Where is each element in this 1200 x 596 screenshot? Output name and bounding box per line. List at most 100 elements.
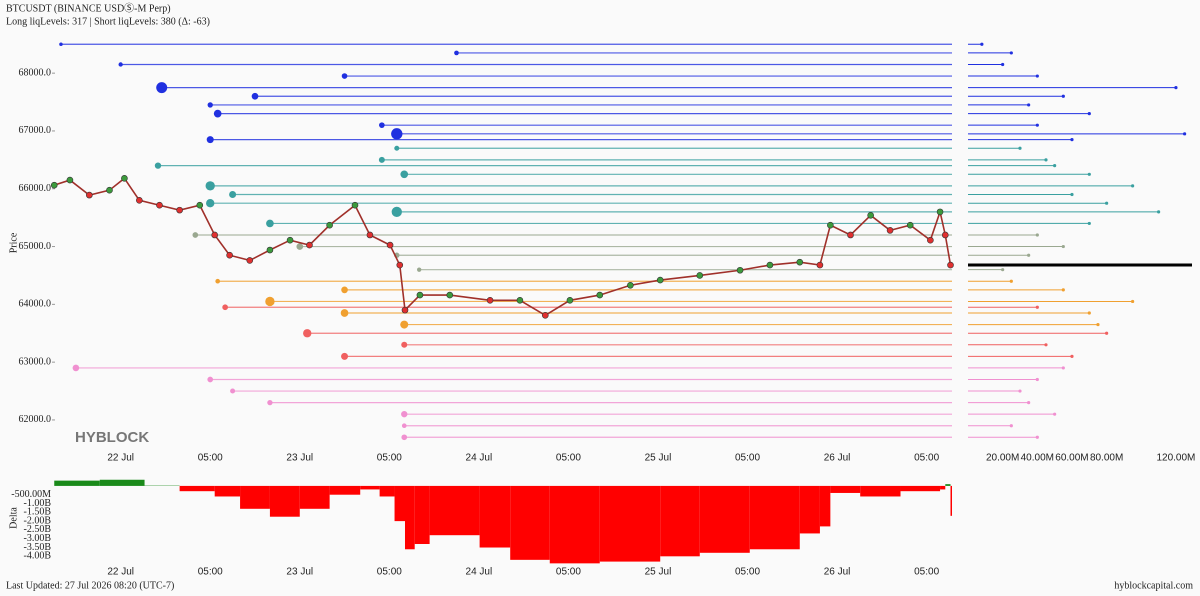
delta-y-tick-label: -500.00M — [11, 489, 51, 500]
delta-step — [414, 485, 430, 544]
price-point — [121, 175, 128, 182]
price-point — [306, 241, 313, 249]
delta-step — [749, 485, 800, 550]
delta-y-tick-label: -1.50B — [24, 507, 52, 518]
liq-level-dot — [401, 434, 408, 441]
liq-size-dot — [1183, 132, 1187, 136]
x2-tick-label: 80.00M — [1090, 453, 1123, 464]
delta-step — [940, 485, 946, 490]
liq-level-dot — [378, 156, 385, 163]
liq-size-dot — [1001, 268, 1005, 272]
x-tick-label: 23 Jul — [286, 453, 313, 464]
liq-size-dot — [1105, 331, 1109, 335]
liq-level-dot — [400, 170, 409, 179]
delta-step — [214, 485, 241, 497]
delta-step — [404, 485, 415, 550]
delta-x-tick-label: 26 Jul — [824, 567, 851, 578]
delta-step — [394, 485, 405, 522]
price-point — [696, 272, 704, 279]
price-point — [566, 296, 574, 304]
price-point — [351, 201, 359, 209]
liq-size-dot — [1061, 94, 1065, 98]
delta-step — [299, 485, 330, 509]
liq-size-dot — [1009, 424, 1013, 428]
delta-step — [99, 479, 145, 486]
price-point — [196, 201, 204, 209]
price-point — [156, 201, 163, 209]
watermark: HYBLOCK — [75, 429, 149, 446]
liq-level-dot — [72, 364, 80, 372]
price-point — [596, 291, 604, 299]
x2-tick-label: 40.00M — [1021, 453, 1054, 464]
liq-size-dot — [1009, 279, 1013, 283]
liq-size-dot — [1035, 377, 1039, 382]
delta-x-tick-label: 25 Jul — [645, 567, 672, 578]
price-point — [627, 281, 634, 289]
price-point — [401, 306, 409, 314]
price-point — [396, 261, 404, 269]
liq-size-dot — [1087, 311, 1091, 315]
x2-tick-label: 120.00M — [1156, 453, 1195, 464]
delta-y-tick-label: -1.00B — [24, 498, 52, 509]
liq-size-dot — [1035, 74, 1039, 78]
liq-size-dot — [1053, 412, 1057, 416]
delta-step — [329, 485, 361, 495]
liq-level-dot — [454, 50, 459, 56]
liq-level-dot — [303, 329, 312, 338]
liq-size-dot — [1018, 389, 1022, 393]
liq-size-dot — [1053, 164, 1057, 168]
liq-level-dot — [118, 62, 123, 67]
x-tick-label: 05:00 — [556, 453, 581, 464]
liq-level-dot — [222, 304, 228, 311]
price-point — [416, 291, 424, 299]
liq-size-dot — [1070, 192, 1074, 197]
y-axis-label: Price — [8, 232, 19, 253]
liq-level-dot — [401, 410, 408, 418]
x2-tick-label: 20.00M — [986, 453, 1019, 464]
chart-title: BTCUSDT (BINANCE USDⓈ-M Perp) — [6, 2, 171, 14]
price-point — [386, 241, 394, 249]
price-point — [736, 266, 744, 274]
liq-size-dot — [1035, 123, 1039, 127]
x2-tick-label: 60.00M — [1055, 453, 1088, 464]
price-line — [54, 177, 952, 317]
delta-x-tick-label: 05:00 — [377, 567, 402, 578]
x-tick-label: 26 Jul — [824, 453, 851, 464]
delta-step — [510, 485, 550, 560]
price-point — [226, 251, 233, 259]
liq-level-dot — [391, 206, 402, 218]
delta-step — [360, 485, 380, 490]
x-tick-label: 05:00 — [735, 453, 760, 464]
price-point — [827, 221, 834, 229]
delta-y-tick-label: -2.50B — [24, 524, 52, 535]
liq-level-dot — [251, 92, 259, 100]
delta-step — [799, 485, 820, 534]
liq-size-dot — [1096, 322, 1100, 327]
price-point — [816, 261, 824, 269]
liq-level-dot — [341, 352, 349, 360]
delta-step — [240, 485, 270, 509]
price-point — [366, 231, 374, 239]
liq-size-dot — [1061, 366, 1065, 370]
delta-y-tick-label: -4.00B — [24, 551, 52, 562]
delta-axis-label: Delta — [8, 507, 19, 529]
price-point — [766, 261, 774, 269]
delta-step — [179, 485, 215, 492]
liq-level-dot — [340, 309, 349, 317]
delta-step — [950, 485, 952, 516]
delta-step — [860, 485, 901, 497]
liq-level-dot — [206, 136, 214, 144]
y-tick-label: 62000.0 — [19, 414, 52, 425]
liq-level-dot — [400, 320, 409, 329]
delta-y-tick-label: -2.00B — [24, 515, 52, 526]
price-point — [50, 181, 58, 189]
price-point — [176, 206, 183, 214]
x-tick-label: 05:00 — [914, 453, 939, 464]
liq-level-dot — [156, 82, 168, 94]
liq-level-dot — [59, 42, 63, 47]
price-point — [486, 296, 494, 304]
delta-step — [699, 485, 750, 553]
liq-size-dot — [1174, 85, 1178, 90]
liq-level-dot — [230, 388, 236, 394]
x-tick-label: 25 Jul — [645, 453, 672, 464]
